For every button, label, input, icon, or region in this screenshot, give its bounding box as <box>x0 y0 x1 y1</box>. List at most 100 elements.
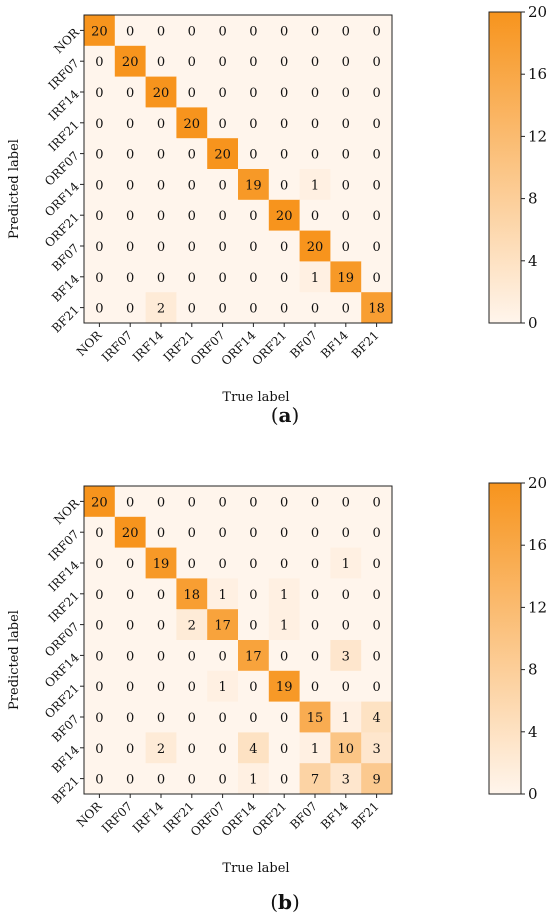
colorbar-tick-label: 16 <box>528 65 547 83</box>
cell-value-label: 0 <box>218 178 226 193</box>
cell-value-label: 0 <box>249 240 257 255</box>
heatmap-cell <box>238 15 270 47</box>
cell-value-label: 0 <box>249 526 257 541</box>
cell-value-label: 7 <box>311 773 319 788</box>
heatmap-cell <box>361 763 393 795</box>
cell-value-label: 0 <box>249 209 257 224</box>
heatmap-cell <box>176 547 208 579</box>
cell-value-label: 17 <box>245 649 262 664</box>
heatmap-cell <box>268 199 300 231</box>
heatmap-cell <box>330 107 362 139</box>
colorbar-tick-label: 4 <box>528 723 538 741</box>
cell-value-label: 3 <box>342 649 350 664</box>
cell-value-label: 0 <box>126 271 134 286</box>
heatmap-cell <box>330 578 362 610</box>
heatmap-cell <box>84 45 116 77</box>
cell-value-label: 0 <box>372 557 380 572</box>
cell-value-label: 20 <box>91 495 108 510</box>
cell-value-label: 0 <box>157 209 165 224</box>
heatmap-cell <box>114 107 146 139</box>
cell-value-label: 18 <box>184 588 201 603</box>
heatmap-cell <box>176 701 208 733</box>
heatmap-cell <box>238 547 270 579</box>
cell-value-label: 15 <box>307 711 324 726</box>
heatmap-cell <box>299 261 331 293</box>
cell-value-label: 0 <box>249 619 257 634</box>
colorbar-tick-label: 20 <box>528 3 547 21</box>
y-tick-label: IRF07 <box>46 527 82 563</box>
cell-value-label: 0 <box>280 302 288 317</box>
cell-value-label: 0 <box>157 526 165 541</box>
heatmap-cell <box>145 138 177 170</box>
cell-value-label: 0 <box>188 742 196 757</box>
cell-value-label: 0 <box>249 55 257 70</box>
heatmap-cell <box>268 169 300 201</box>
cell-value-label: 0 <box>157 588 165 603</box>
cell-value-label: 20 <box>307 240 324 255</box>
x-tick-label: BF14 <box>318 328 351 361</box>
cell-value-label: 0 <box>188 711 196 726</box>
cell-value-label: 0 <box>249 302 257 317</box>
heatmap-cell <box>176 292 208 324</box>
heatmap-cell <box>238 76 270 108</box>
cell-value-label: 20 <box>214 148 231 163</box>
heatmap-cell <box>145 578 177 610</box>
cell-value-label: 0 <box>280 742 288 757</box>
heatmap-cell <box>268 230 300 262</box>
cell-value-label: 0 <box>372 271 380 286</box>
cell-value-label: 20 <box>153 86 170 101</box>
cell-value-label: 0 <box>126 209 134 224</box>
cell-value-label: 0 <box>218 24 226 39</box>
heatmap-cell <box>207 763 239 795</box>
heatmap-cell <box>84 732 116 764</box>
heatmap-cell <box>207 230 239 262</box>
heatmap-cell <box>238 516 270 548</box>
heatmap-cell <box>361 609 393 641</box>
cell-value-label: 1 <box>311 178 319 193</box>
heatmap-cell <box>207 76 239 108</box>
heatmap-cell <box>176 107 208 139</box>
y-axis-title: Predicted label <box>7 139 22 239</box>
cell-value-label: 20 <box>91 24 108 39</box>
heatmap-cell <box>207 261 239 293</box>
cell-value-label: 20 <box>184 117 201 132</box>
cell-value-label: 0 <box>280 55 288 70</box>
cell-value-label: 0 <box>188 495 196 510</box>
y-tick-label: BF21 <box>49 774 82 807</box>
cell-value-label: 0 <box>249 711 257 726</box>
heatmap-cell <box>299 609 331 641</box>
cell-value-label: 3 <box>372 742 380 757</box>
heatmap-cell <box>361 486 393 518</box>
cell-value-label: 0 <box>95 773 103 788</box>
heatmap-cell <box>330 230 362 262</box>
heatmap-cell <box>330 609 362 641</box>
heatmap-cell <box>207 640 239 672</box>
cell-value-label: 0 <box>126 742 134 757</box>
cell-value-label: 0 <box>157 271 165 286</box>
cell-value-label: 0 <box>280 178 288 193</box>
x-tick-label: BF21 <box>349 328 382 361</box>
heatmap-cell <box>361 230 393 262</box>
heatmap-cell <box>176 763 208 795</box>
heatmap-cell <box>268 486 300 518</box>
heatmap-cell <box>361 45 393 77</box>
cell-value-label: 0 <box>188 209 196 224</box>
cell-value-label: 0 <box>188 148 196 163</box>
cell-value-label: 0 <box>342 302 350 317</box>
colorbar-tick-label: 4 <box>528 252 538 270</box>
cell-value-label: 0 <box>157 24 165 39</box>
heatmap-cell <box>361 670 393 702</box>
heatmap-cell <box>361 732 393 764</box>
cell-value-label: 0 <box>249 680 257 695</box>
heatmap-cell <box>268 292 300 324</box>
cell-value-label: 0 <box>372 526 380 541</box>
heatmap-cell <box>330 45 362 77</box>
heatmap-cell <box>330 292 362 324</box>
x-tick-label: BF14 <box>318 799 351 832</box>
cell-value-label: 0 <box>126 148 134 163</box>
cell-value-label: 0 <box>311 588 319 603</box>
heatmap-cell <box>238 486 270 518</box>
cell-value-label: 0 <box>342 55 350 70</box>
heatmap-cell <box>145 701 177 733</box>
heatmap-cell <box>207 199 239 231</box>
